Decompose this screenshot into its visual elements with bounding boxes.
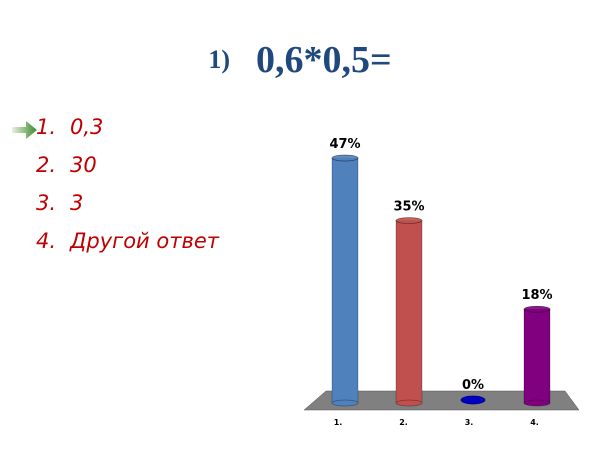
- question-expression: 0,6*0,5=: [256, 39, 392, 81]
- bar-cap: [395, 217, 423, 224]
- bar-cap: [331, 154, 359, 162]
- bar-base: [523, 399, 551, 407]
- data-label: 47%: [329, 137, 360, 152]
- answer-item: 2. 30: [36, 150, 219, 188]
- category-label: 2.: [399, 418, 408, 427]
- arrow-right-icon: [12, 121, 37, 139]
- answer-number: 4.: [36, 229, 57, 253]
- answer-number: 1.: [36, 115, 57, 139]
- slide-title: 1) 0,6*0,5=: [0, 38, 600, 82]
- bar-base: [395, 399, 423, 407]
- bar: [523, 308, 551, 404]
- question-number: 1): [208, 45, 230, 74]
- answer-item: 4. Другой ответ: [36, 226, 219, 264]
- answer-text: 30: [70, 153, 97, 177]
- answer-text: 3: [70, 191, 84, 215]
- answer-text: Другой ответ: [70, 229, 219, 253]
- answer-text: 0,3: [70, 115, 104, 139]
- answer-item: 3. 3: [36, 188, 219, 226]
- chart-floor: [303, 390, 580, 411]
- bar-cap: [523, 305, 551, 313]
- category-label: 1.: [334, 418, 343, 427]
- data-label: 18%: [521, 288, 552, 303]
- bar: [331, 157, 359, 404]
- bar-base: [331, 399, 359, 407]
- answer-item: 1. 0,3: [36, 112, 219, 150]
- bar: [395, 220, 423, 404]
- category-label: 4.: [530, 418, 539, 427]
- bar: [460, 395, 486, 405]
- answer-number: 3.: [36, 191, 57, 215]
- answer-number: 2.: [36, 153, 57, 177]
- answer-list: 1. 0,3 2. 30 3. 3 4. Другой ответ: [36, 112, 219, 264]
- data-label: 35%: [393, 200, 424, 215]
- category-label: 3.: [465, 418, 474, 427]
- data-label: 0%: [462, 378, 484, 393]
